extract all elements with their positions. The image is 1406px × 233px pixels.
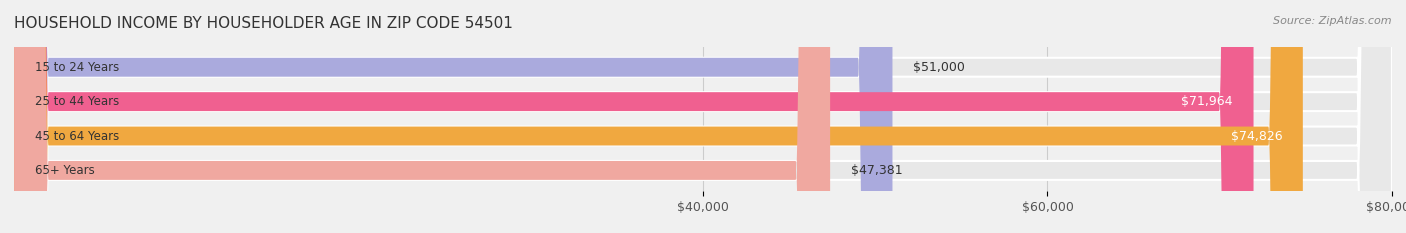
- FancyBboxPatch shape: [14, 0, 1392, 233]
- Text: 45 to 64 Years: 45 to 64 Years: [35, 130, 120, 143]
- Text: $47,381: $47,381: [851, 164, 903, 177]
- Text: HOUSEHOLD INCOME BY HOUSEHOLDER AGE IN ZIP CODE 54501: HOUSEHOLD INCOME BY HOUSEHOLDER AGE IN Z…: [14, 16, 513, 31]
- FancyBboxPatch shape: [14, 0, 1254, 233]
- FancyBboxPatch shape: [14, 0, 1392, 233]
- Text: $74,826: $74,826: [1230, 130, 1282, 143]
- Text: Source: ZipAtlas.com: Source: ZipAtlas.com: [1274, 16, 1392, 26]
- Text: 25 to 44 Years: 25 to 44 Years: [35, 95, 120, 108]
- FancyBboxPatch shape: [14, 0, 1303, 233]
- FancyBboxPatch shape: [14, 0, 893, 233]
- FancyBboxPatch shape: [14, 0, 1392, 233]
- FancyBboxPatch shape: [14, 0, 1392, 233]
- Text: 15 to 24 Years: 15 to 24 Years: [35, 61, 120, 74]
- Text: $51,000: $51,000: [912, 61, 965, 74]
- Text: $71,964: $71,964: [1181, 95, 1233, 108]
- Text: 65+ Years: 65+ Years: [35, 164, 94, 177]
- FancyBboxPatch shape: [14, 0, 830, 233]
